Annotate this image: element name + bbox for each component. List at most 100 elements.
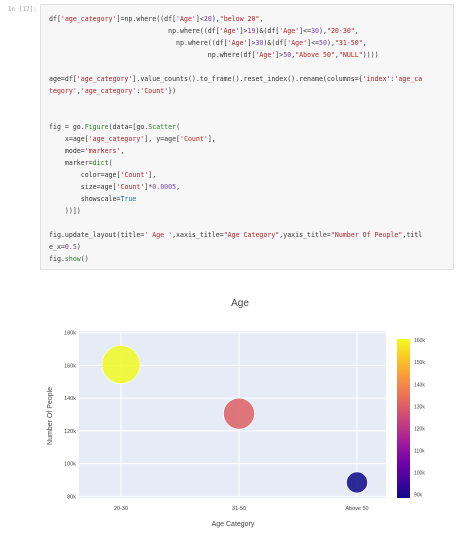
code-editor[interactable]: df['age_category']=np.where((df['Age']<2… xyxy=(49,13,422,265)
code-token: ,xaxis_title= xyxy=(172,231,224,239)
code-token: () xyxy=(80,255,89,263)
code-token: ]=np.where((df[ xyxy=(116,15,177,23)
code-token: ))]) xyxy=(49,207,81,215)
code-token: "NULL" xyxy=(338,51,363,59)
code-line: color=age['Count'], xyxy=(49,171,156,179)
colorbar-tick-label: 110k xyxy=(414,449,425,455)
code-token: "20-30" xyxy=(326,27,355,35)
code-token: tegory' xyxy=(49,87,77,95)
code-token: "Number Of People" xyxy=(330,231,403,239)
code-token: marker= xyxy=(49,159,93,167)
code-line: x=age['age_category'], y=age['Count'], xyxy=(49,135,216,143)
code-token: 'age_category' xyxy=(60,15,117,23)
code-line: marker=dict( xyxy=(49,159,113,167)
code-token: ], xyxy=(207,135,216,143)
code-token: 'Age' xyxy=(227,39,248,47)
code-token: df[ xyxy=(49,15,61,23)
code-token: Scatter xyxy=(148,123,177,131)
code-token: fig. xyxy=(49,255,65,263)
code-cell[interactable]: df['age_category']=np.where((df['Age']<2… xyxy=(40,4,454,270)
y-tick-label: 80k xyxy=(67,494,76,500)
y-tick-label: 120k xyxy=(64,429,76,435)
code-line: np.where((df['Age']>30)&(df['Age']<=50),… xyxy=(49,39,367,47)
code-token: ]> xyxy=(247,39,256,47)
code-line: mode='markers', xyxy=(49,147,125,155)
colorbar-tick-label: 150k xyxy=(414,360,425,366)
scatter-marker[interactable] xyxy=(223,397,255,430)
code-token: Figure xyxy=(84,123,109,131)
code-token: 'Age' xyxy=(279,27,300,35)
code-token: size=age[ xyxy=(49,183,117,191)
code-token: (data=[go. xyxy=(108,123,149,131)
code-token: , xyxy=(354,27,359,35)
code-token: 19 xyxy=(247,27,256,35)
scatter-marker[interactable] xyxy=(346,471,368,494)
code-token: 'Age' xyxy=(219,27,240,35)
code-line: e_x=0.5) xyxy=(49,243,81,251)
code-token: ), xyxy=(211,15,220,23)
y-tick-label: 180k xyxy=(64,331,76,337)
code-token: ), xyxy=(319,27,327,35)
code-token: , xyxy=(176,183,181,191)
x-tick-label: 20-30 xyxy=(114,506,128,512)
colorbar-gradient xyxy=(397,339,410,498)
scatter-marker[interactable] xyxy=(101,345,141,384)
colorbar-tick-label: 140k xyxy=(414,382,425,388)
code-line: ))]) xyxy=(49,207,81,215)
code-token: np.where((df[ xyxy=(49,39,228,47)
code-line: tegory','age_category':'Count'}) xyxy=(49,87,176,95)
colorbar-tick-label: 130k xyxy=(414,404,425,410)
code-token: , xyxy=(259,15,264,23)
code-token: : xyxy=(136,87,141,95)
code-token: )))) xyxy=(362,51,379,59)
code-token: "Age Category" xyxy=(223,231,280,239)
x-axis-title: Age Category xyxy=(212,521,255,528)
code-line: np.where(df['Age']>50,"Above 50","NULL")… xyxy=(49,51,379,59)
code-token: ]< xyxy=(195,15,204,23)
code-token: , xyxy=(334,51,339,59)
code-token: 'age_category' xyxy=(80,87,137,95)
code-token: ,yaxis_title= xyxy=(279,231,331,239)
colorbar-tick-label: 160k xyxy=(414,338,425,344)
code-token: ,titl xyxy=(402,231,423,239)
code-token: )&(df[ xyxy=(255,27,280,35)
code-token: 'Count' xyxy=(120,171,149,179)
colorbar: 90k 100k 110k 120k 130k 140k 150k 160k xyxy=(397,338,425,499)
code-token: ], y=age[ xyxy=(144,135,181,143)
code-token: , xyxy=(291,51,296,59)
code-token: True xyxy=(120,195,137,203)
code-token: 'Age' xyxy=(176,15,196,23)
code-line: np.where((df['Age']>19)&(df['Age']<=30),… xyxy=(49,27,359,35)
code-line: fig = go.Figure(data=[go.Scatter( xyxy=(49,123,180,131)
scatter-chart: Age 80k 100k 120k 140k 160k 180k 20-30 31-50 Abo… xyxy=(47,298,425,528)
code-token: age=df[ xyxy=(49,75,77,83)
y-tick-label: 140k xyxy=(64,396,76,402)
code-token: np.where(df[ xyxy=(49,51,256,59)
code-token: dict xyxy=(92,159,109,167)
code-line: age=df['age_category'].value_counts().to… xyxy=(49,75,422,83)
colorbar-tick-label: 120k xyxy=(414,426,425,432)
code-token: 20 xyxy=(203,15,212,23)
code-token: x=age[ xyxy=(49,135,89,143)
code-token: e_x= xyxy=(49,243,65,251)
code-token: ], xyxy=(148,171,157,179)
code-token: 'age_category' xyxy=(88,135,145,143)
code-token: 'age_category' xyxy=(76,75,133,83)
code-token: 'Count' xyxy=(116,183,145,191)
code-token: 30 xyxy=(255,39,264,47)
code-token: 'Count' xyxy=(140,87,169,95)
code-token: fig.update_layout(title= xyxy=(49,231,145,239)
code-token: )&(df[ xyxy=(263,39,288,47)
code-token: fig = go. xyxy=(49,123,85,131)
code-token: ), xyxy=(326,39,335,47)
code-token: , xyxy=(362,39,367,47)
code-token: ].value_counts().to_frame().reset_index(… xyxy=(132,75,363,83)
code-token: "31-50" xyxy=(334,39,363,47)
colorbar-tick-label: 100k xyxy=(414,471,425,477)
code-token: 0.0005 xyxy=(152,183,177,191)
code-line: df['age_category']=np.where((df['Age']<2… xyxy=(49,15,263,23)
y-tick-label: 160k xyxy=(64,363,76,369)
code-token: ( xyxy=(176,123,181,131)
code-token: ' Age ' xyxy=(144,231,173,239)
code-token: ( xyxy=(108,159,113,167)
